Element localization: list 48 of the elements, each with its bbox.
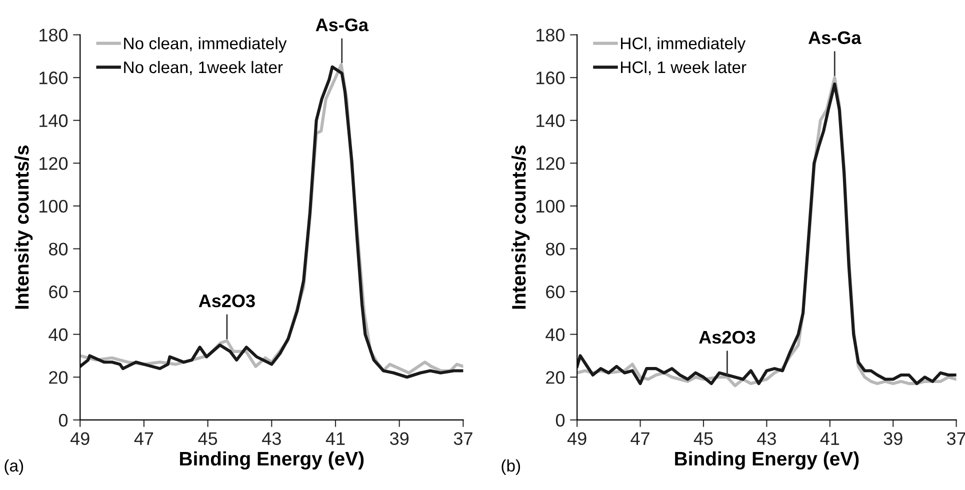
- x-tick-label: 43: [757, 432, 776, 445]
- text: (b): [502, 459, 520, 475]
- y-tick-label: 100: [40, 200, 68, 213]
- annotation: As2O3: [198, 294, 255, 308]
- y-tick-label: 60: [49, 285, 68, 298]
- x-tick-label: 39: [884, 432, 902, 445]
- x-tick-label: 45: [198, 432, 218, 445]
- x-tick-label: 37: [454, 432, 472, 445]
- y-tick-label: 80: [48, 242, 68, 256]
- x-tick-label: 41: [820, 432, 840, 445]
- y-tick-label: 160: [536, 72, 565, 84]
- y-tick-label: 140: [40, 114, 68, 128]
- x-axis-title: Binding Energy (eV): [180, 451, 364, 470]
- x-tick-label: 43: [262, 432, 281, 445]
- annotation: As2O3: [699, 330, 756, 344]
- y-tick-label: 20: [546, 371, 565, 384]
- x-tick-label: 47: [630, 432, 650, 445]
- y-axis-title: Intensity counts/s: [511, 145, 530, 309]
- x-tick-label: 45: [694, 432, 713, 445]
- y-tick-label: 120: [40, 157, 68, 170]
- x-tick-label: 39: [390, 432, 409, 445]
- legend-label: No clean, 1week later: [124, 60, 283, 76]
- x-tick-label: 49: [70, 432, 90, 445]
- y-tick-label: 100: [536, 200, 565, 213]
- y-tick-label: 40: [48, 328, 68, 342]
- y-tick-label: 160: [40, 72, 68, 84]
- x-tick-label: 41: [326, 432, 345, 445]
- x-tick-label: 37: [946, 432, 965, 445]
- legend-label: No clean, immediately: [124, 37, 287, 53]
- legend-label: HCl, immediately: [621, 37, 746, 53]
- y-tick-label: 60: [546, 285, 565, 298]
- y-tick-label: 20: [49, 371, 68, 384]
- y-tick-label: 180: [40, 28, 68, 42]
- y-axis-title: Intensity counts/s: [14, 145, 33, 309]
- y-tick-label: 120: [536, 157, 565, 170]
- y-tick-label: 140: [536, 114, 565, 128]
- x-tick-label: 47: [134, 432, 154, 445]
- legend-label: HCl, 1 week later: [621, 60, 746, 76]
- y-tick-label: 180: [536, 28, 565, 42]
- y-tick-label: 80: [546, 242, 565, 256]
- annotation: As-Ga: [316, 18, 369, 32]
- annotation: As-Ga: [808, 31, 862, 44]
- x-axis-title: Binding Energy (eV): [675, 451, 859, 470]
- y-tick-label: 40: [546, 328, 565, 342]
- text: (a): [4, 459, 24, 475]
- y-tick-label: 0: [58, 414, 68, 427]
- x-tick-label: 49: [567, 432, 586, 445]
- y-tick-label: 0: [556, 414, 565, 427]
